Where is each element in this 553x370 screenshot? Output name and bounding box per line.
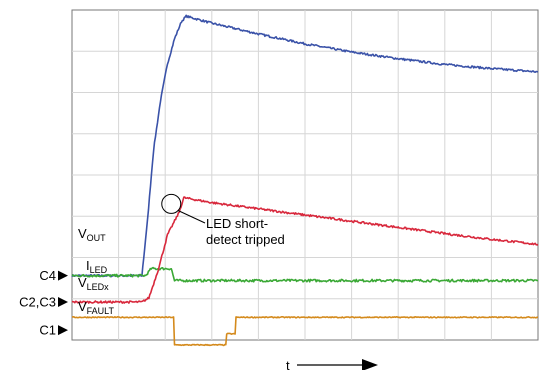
channel-triangle-c2c3: [58, 297, 68, 308]
annotation-circle: [161, 193, 182, 214]
trace-label-vfault: VFAULT: [78, 299, 115, 316]
channel-marker-c2c3: C2,C3: [19, 295, 68, 310]
annotation-leader-line: [177, 209, 206, 224]
channel-label-c4: C4: [39, 268, 56, 283]
trace-label-vfault-main: V: [78, 299, 87, 314]
svg-text:VOUT: VOUT: [78, 226, 106, 243]
channel-markers: C4 C2,C3 C1: [19, 268, 68, 338]
trace-label-vout-sub: OUT: [87, 233, 107, 243]
trace-label-iled-main: I: [86, 258, 90, 273]
svg-text:VFAULT: VFAULT: [78, 299, 115, 316]
annotation-text-line1: LED short-: [206, 216, 268, 231]
trace-label-vout: VOUT: [78, 226, 106, 243]
trace-label-vout-main: V: [78, 226, 87, 241]
trace-label-vfault-sub: FAULT: [87, 306, 115, 316]
channel-marker-c1: C1: [39, 323, 68, 338]
grid: [72, 10, 538, 340]
trace-label-vledx-main: V: [78, 275, 87, 290]
annotation-text-line2: detect tripped: [206, 232, 285, 247]
time-axis-label: t: [286, 358, 378, 370]
trace-vfault: [72, 316, 539, 347]
trace-label-vledx: VLEDx: [78, 275, 109, 292]
channel-label-c2c3: C2,C3: [19, 295, 56, 310]
traces: [71, 14, 539, 347]
svg-text:ILED: ILED: [86, 258, 108, 275]
x-axis-label: t: [286, 358, 290, 370]
annotation: LED short- detect tripped: [161, 193, 285, 247]
time-arrow-head: [362, 359, 378, 370]
trace-iled: [71, 266, 538, 283]
svg-text:VLEDx: VLEDx: [78, 275, 109, 292]
channel-triangle-c4: [58, 270, 68, 281]
trace-vout: [71, 14, 539, 278]
trace-label-iled: ILED: [86, 258, 108, 275]
trace-vledx: [71, 196, 539, 304]
trace-label-vledx-sub: LEDx: [87, 282, 110, 292]
trace-label-iled-sub: LED: [90, 265, 108, 275]
channel-label-c1: C1: [39, 323, 56, 338]
channel-triangle-c1: [58, 325, 68, 336]
channel-marker-c4: C4: [39, 268, 68, 283]
